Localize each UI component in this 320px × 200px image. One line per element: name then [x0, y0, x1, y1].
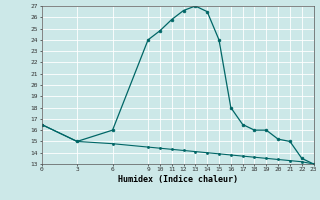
X-axis label: Humidex (Indice chaleur): Humidex (Indice chaleur): [118, 175, 237, 184]
